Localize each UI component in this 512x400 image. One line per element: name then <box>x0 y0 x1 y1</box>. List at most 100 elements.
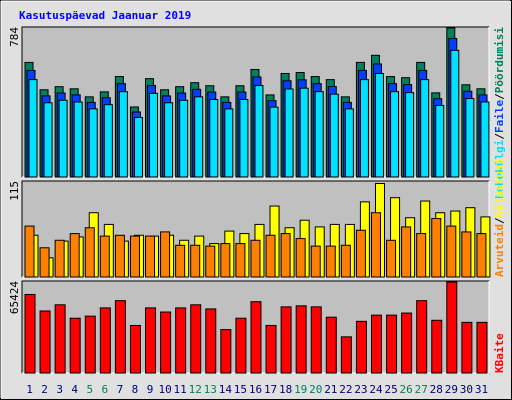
x-tick-label: 7 <box>117 383 124 396</box>
x-tick-label: 30 <box>460 383 473 396</box>
bar <box>405 92 415 178</box>
bar <box>476 233 487 278</box>
bar <box>269 106 279 178</box>
bar <box>325 316 337 374</box>
bar <box>129 235 140 278</box>
bar <box>39 247 50 278</box>
bar <box>299 87 309 178</box>
bar <box>465 98 475 178</box>
bar <box>235 243 246 278</box>
bar <box>129 324 141 374</box>
bar <box>205 245 216 278</box>
bar <box>84 315 96 374</box>
bar <box>420 79 430 178</box>
bar <box>386 314 398 374</box>
bar <box>24 225 35 278</box>
x-tick-label: 24 <box>369 383 383 396</box>
bar <box>461 321 473 374</box>
bar <box>390 91 400 178</box>
legend-entry: Lehekülgi <box>493 139 506 199</box>
bar <box>160 311 172 374</box>
x-tick-label: 6 <box>102 383 109 396</box>
bar <box>310 245 321 278</box>
bar <box>284 88 294 178</box>
bar <box>370 314 382 374</box>
bar <box>355 320 367 374</box>
x-tick-label: 15 <box>234 383 247 396</box>
bar <box>446 225 457 278</box>
bar <box>265 234 276 278</box>
bar <box>133 116 143 178</box>
bar <box>450 49 460 178</box>
x-tick-label: 31 <box>475 383 488 396</box>
bar <box>370 212 381 278</box>
bar <box>401 312 413 374</box>
bar <box>224 108 234 178</box>
x-tick-label: 22 <box>339 383 352 396</box>
bar <box>190 304 202 374</box>
x-tick-label: 26 <box>400 383 413 396</box>
bar <box>160 231 171 278</box>
bar <box>310 306 322 374</box>
bar <box>164 102 174 178</box>
bar <box>431 319 443 374</box>
bar <box>69 233 80 278</box>
x-tick-label: 28 <box>430 383 443 396</box>
bar <box>250 239 261 278</box>
bar <box>99 307 111 374</box>
bar <box>329 93 339 178</box>
bar <box>58 99 68 178</box>
x-tick-label: 13 <box>204 383 217 396</box>
bar <box>435 104 445 178</box>
legend: Arvuteid/Külastusi <box>493 157 506 277</box>
bar <box>99 235 110 278</box>
bar <box>220 243 231 278</box>
x-tick-label: 14 <box>219 383 233 396</box>
legend-entry: Külastusi <box>493 157 506 217</box>
bar <box>355 229 366 278</box>
y-tick-label: 65424 <box>8 281 21 314</box>
bar <box>295 305 307 374</box>
bar <box>190 244 201 278</box>
bar <box>179 99 189 178</box>
bar <box>325 245 336 278</box>
x-tick-label: 3 <box>56 383 63 396</box>
bar <box>39 310 51 374</box>
bar <box>118 91 128 178</box>
bar <box>54 239 65 278</box>
bar <box>145 235 156 278</box>
x-tick-label: 25 <box>384 383 397 396</box>
bar <box>401 226 412 278</box>
bar <box>114 234 125 278</box>
bar <box>374 72 384 178</box>
bar <box>24 293 36 374</box>
bar <box>416 300 428 374</box>
x-tick-label: 20 <box>309 383 322 396</box>
legend-separator: / <box>493 93 506 100</box>
legend-separator: / <box>493 217 506 224</box>
bar <box>235 317 247 374</box>
bar <box>314 91 324 178</box>
bar <box>340 336 352 374</box>
legend-entry: KBaite <box>493 333 506 373</box>
chart-title: Kasutuspäevad Jaanuar 2019 <box>19 9 191 22</box>
bar <box>280 233 291 278</box>
bar <box>359 79 369 178</box>
bar <box>295 238 306 278</box>
x-tick-label: 2 <box>41 383 48 396</box>
bar <box>416 233 427 278</box>
bar <box>254 85 264 178</box>
x-tick-label: 10 <box>158 383 171 396</box>
x-tick-label: 21 <box>324 383 337 396</box>
legend-entry: Faile <box>493 99 506 132</box>
legend: KBaite <box>493 333 506 373</box>
bar <box>220 329 232 374</box>
bar <box>114 300 126 374</box>
y-tick-label: 784 <box>8 27 21 47</box>
bar <box>280 306 292 374</box>
bar <box>431 218 442 278</box>
bar <box>73 101 83 178</box>
legend-entry: Pöördumisi <box>493 27 506 94</box>
x-tick-label: 18 <box>279 383 292 396</box>
